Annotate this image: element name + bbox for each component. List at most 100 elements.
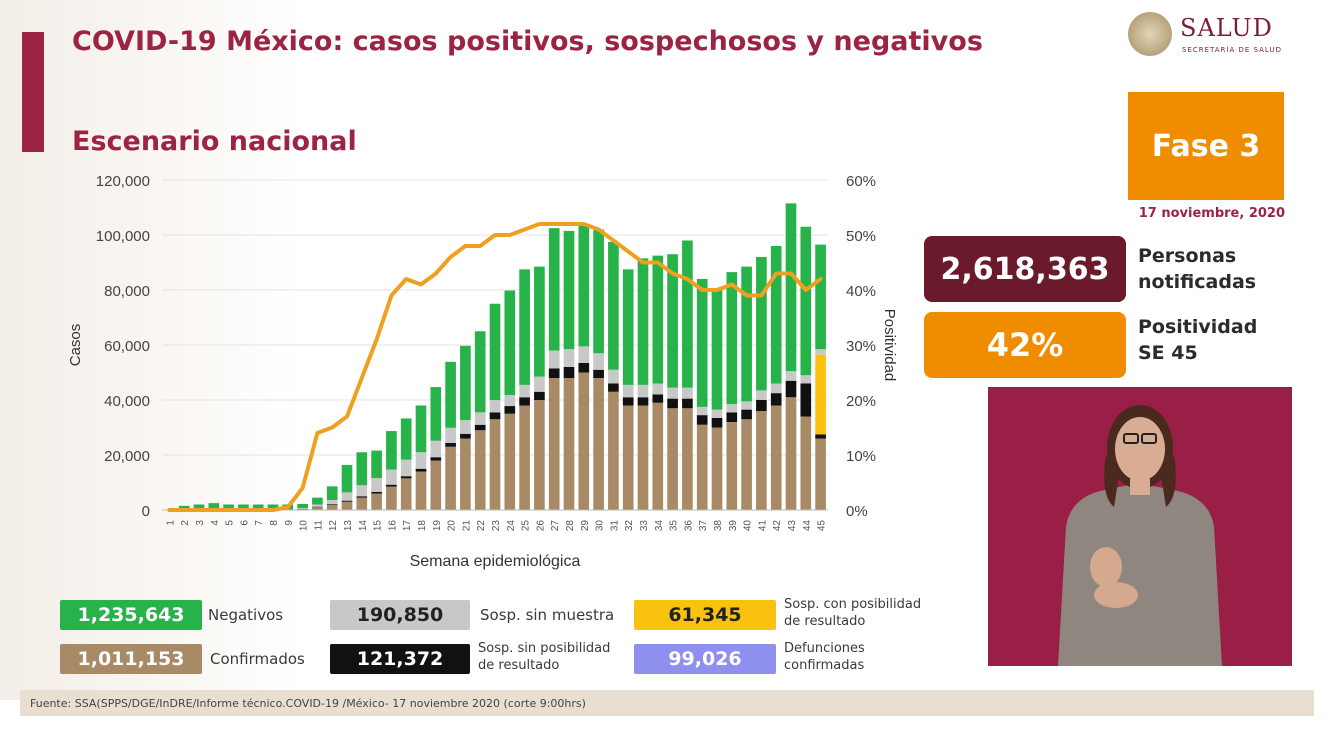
bar-segment <box>312 504 323 507</box>
bar-segment <box>430 440 442 458</box>
bar-segment <box>667 408 678 510</box>
chart-legend: 1,235,643 Negativos 1,011,153 Confirmado… <box>0 590 960 680</box>
x-tick-label: 44 <box>802 520 813 532</box>
bar-segment <box>652 383 664 395</box>
bar-segment <box>504 413 516 510</box>
x-tick-label: 22 <box>476 520 487 532</box>
bar-segment <box>326 505 338 510</box>
x-tick-label: 6 <box>239 520 250 526</box>
x-tick-label: 3 <box>195 520 206 526</box>
bar-segment <box>460 433 471 439</box>
bar-segment <box>400 478 412 510</box>
interpreter-figure <box>1058 405 1222 666</box>
positividad-value: 42% <box>924 312 1126 378</box>
bar-segment <box>400 418 412 460</box>
x-tick-label: 33 <box>639 520 650 532</box>
bar-segment <box>608 391 619 510</box>
bar-segment <box>563 378 575 510</box>
bar-segment <box>534 400 545 510</box>
x-tick-label: 5 <box>225 520 236 526</box>
x-tick-label: 38 <box>713 520 724 532</box>
bar-segment <box>445 442 456 447</box>
bar-segment <box>430 457 442 461</box>
bar-segment <box>460 420 471 434</box>
x-tick-label: 35 <box>669 520 680 532</box>
bar-segment <box>726 422 738 510</box>
bar-segment <box>696 279 708 407</box>
x-tick-label: 15 <box>373 520 384 532</box>
x-tick-label: 7 <box>254 520 265 526</box>
covid-chart: 0 20,000 40,000 60,000 80,000 100,000 120,000 0… <box>67 173 898 570</box>
x-tick-label: 36 <box>683 520 694 532</box>
con-posibilidad-value: 61,345 <box>634 600 776 630</box>
bar-segment <box>785 371 797 381</box>
y2-tick-label: 50% <box>846 228 876 245</box>
y-tick-label: 60,000 <box>104 338 150 355</box>
positividad-label: Positividad SE 45 <box>1138 316 1258 364</box>
x-tick-label: 8 <box>269 520 280 526</box>
bar-segment <box>474 424 486 431</box>
y-axis-label: Casos <box>67 324 84 367</box>
bar-segment <box>400 476 412 479</box>
bar-segment <box>563 367 575 378</box>
x-tick-label: 20 <box>447 520 458 532</box>
bar-segment <box>386 431 397 470</box>
bar-segment <box>371 493 382 510</box>
x-tick-label: 16 <box>387 520 398 532</box>
bar-segment <box>356 452 368 486</box>
y-tick-label: 80,000 <box>104 283 150 300</box>
x-tick-label: 28 <box>565 520 576 532</box>
sin-posibilidad-label: Sosp. sin posibilidad de resultado <box>478 641 611 673</box>
bar-segment <box>667 254 678 388</box>
bar-segment <box>238 504 249 510</box>
salud-logo: SALUD SECRETARÍA DE SALUD <box>1128 12 1308 62</box>
bar-segment <box>756 400 767 411</box>
bar-segment <box>578 224 590 347</box>
bar-segment <box>622 397 634 406</box>
bar-segment <box>474 430 486 510</box>
bar-segment <box>770 405 782 510</box>
con-posibilidad-label: Sosp. con posibilidad de resultado <box>784 597 922 629</box>
bar-segment <box>297 508 308 509</box>
bar-segment <box>548 378 560 510</box>
defunciones-label: Defunciones confirmadas <box>784 641 865 673</box>
bar-segment <box>415 471 427 510</box>
bar-segment <box>415 468 427 472</box>
bar-segment <box>800 375 812 384</box>
bar-segment <box>726 272 738 405</box>
y2-axis-label: Positividad <box>881 309 898 382</box>
bar-segment <box>711 409 723 418</box>
y2-tick-label: 0% <box>846 503 868 520</box>
bar-segment <box>534 391 545 400</box>
bar-segment <box>341 464 353 493</box>
bar-segment <box>504 290 516 396</box>
x-tick-label: 10 <box>299 520 310 532</box>
x-tick-label: 12 <box>328 520 339 532</box>
logo-text: SALUD <box>1180 14 1273 42</box>
bar-segment <box>430 460 442 510</box>
bar-segment <box>756 390 767 400</box>
bar-segment <box>386 484 397 487</box>
bar-segment <box>534 266 545 377</box>
chart-container: 0 20,000 40,000 60,000 80,000 100,000 120,000 0… <box>0 160 900 580</box>
bar-segment <box>726 404 738 413</box>
bar-segment <box>593 353 604 370</box>
bar-segment <box>489 419 501 510</box>
x-tick-label: 19 <box>432 520 443 532</box>
sin-muestra-value: 190,850 <box>330 600 470 630</box>
source-footer: Fuente: SSA(SPPS/DGE/InDRE/Informe técni… <box>20 690 1314 716</box>
bar-segment <box>800 383 812 417</box>
sin-muestra-label: Sosp. sin muestra <box>480 606 615 624</box>
fase-badge: Fase 3 <box>1128 92 1284 200</box>
sin-posibilidad-value: 121,372 <box>330 644 470 674</box>
bar-segment <box>696 415 708 425</box>
background-decoration <box>0 0 300 700</box>
logo-subtext: SECRETARÍA DE SALUD <box>1182 46 1282 54</box>
bar-segment <box>400 459 412 477</box>
bar-segment <box>312 507 323 510</box>
bar-segment <box>756 257 767 391</box>
bar-segment <box>341 500 353 502</box>
bar-segment <box>489 412 501 420</box>
x-axis-label: Semana epidemiológica <box>410 553 581 570</box>
bar-segment <box>682 408 693 510</box>
